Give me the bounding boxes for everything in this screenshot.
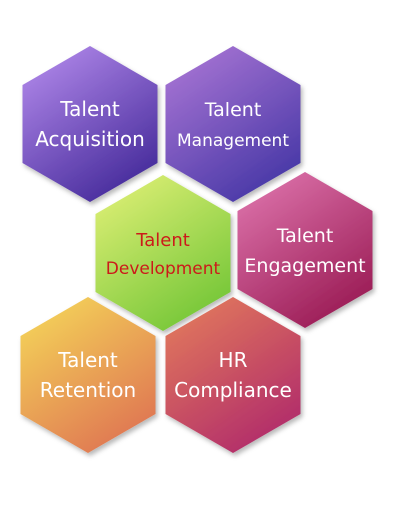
hexagon-talent-acquisition: Talent Acquisition (22, 46, 158, 202)
hexagon-shape-hr-compliance (165, 297, 301, 453)
hexagon-shape-talent-engagement (237, 172, 373, 328)
hexagon-label-talent-development-line-1: Talent (135, 230, 190, 251)
hexagon-label-talent-acquisition-line-2: Acquisition (35, 127, 145, 151)
hexagon-shape-talent-management (165, 46, 301, 202)
hexagon-talent-development: Talent Development (95, 175, 231, 331)
hexagon-label-talent-engagement-line-1: Talent (276, 225, 334, 247)
hexagon-label-talent-management-line-2: Management (177, 131, 289, 151)
hexagon-label-hr-compliance-line-2: Compliance (174, 378, 292, 402)
hexagon-label-hr-compliance-line-1: HR (219, 348, 248, 372)
hexagon-label-talent-retention-line-1: Talent (57, 348, 118, 372)
hexagon-label-talent-management-line-1: Talent (204, 99, 262, 121)
hexagon-label-talent-acquisition-line-1: Talent (59, 97, 120, 121)
hexagon-layer: Talent Acquisition Talent Management Talent D… (20, 46, 373, 453)
hexagon-label-talent-retention-line-2: Retention (40, 378, 136, 402)
hexagon-hr-compliance: HR Compliance (165, 297, 301, 453)
hexagon-label-talent-engagement-line-2: Engagement (244, 255, 365, 277)
hexagon-shape-talent-acquisition (22, 46, 158, 202)
hexagon-talent-management: Talent Management (165, 46, 301, 202)
hexagon-talent-retention: Talent Retention (20, 297, 156, 453)
hexagon-label-talent-development-line-2: Development (106, 259, 221, 279)
hexagon-shape-talent-development (95, 175, 231, 331)
hexagon-talent-engagement: Talent Engagement (237, 172, 373, 328)
hexagon-shape-talent-retention (20, 297, 156, 453)
